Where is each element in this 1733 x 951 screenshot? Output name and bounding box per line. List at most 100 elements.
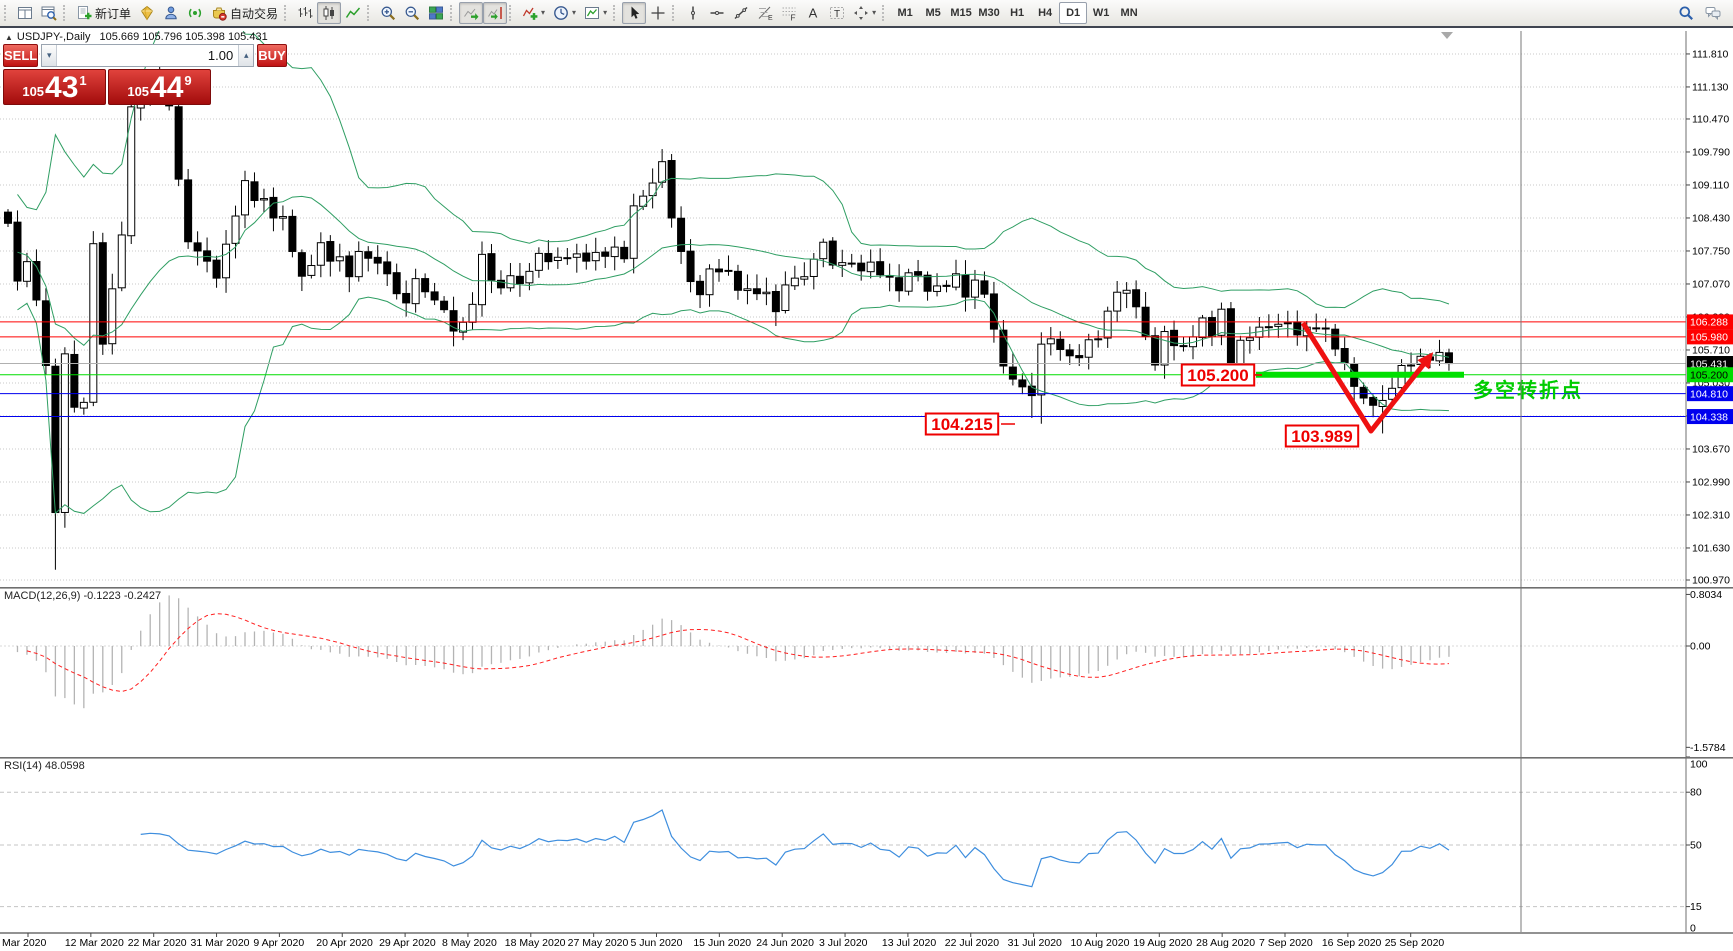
neworder-icon — [78, 6, 92, 20]
candle — [1236, 339, 1245, 367]
trendline-button[interactable] — [729, 2, 753, 24]
templates-button[interactable]: ▾ — [580, 2, 611, 24]
fibonacci-retracement-button[interactable]: E — [753, 2, 777, 24]
cursor-button[interactable] — [622, 2, 647, 24]
candle — [771, 291, 780, 313]
search-button[interactable] — [1674, 2, 1698, 24]
candle — [231, 215, 240, 244]
bar-chart-button[interactable] — [293, 2, 317, 24]
volume-increase-button[interactable]: ▴ — [238, 45, 254, 66]
horizontal-line-button[interactable] — [705, 2, 729, 24]
pane-separator[interactable] — [0, 587, 1733, 589]
dropdown-caret-icon[interactable]: ▾ — [872, 8, 877, 17]
candle — [677, 217, 686, 252]
signals-button[interactable] — [183, 2, 207, 24]
timeframe-m1-button[interactable]: M1 — [897, 7, 913, 19]
zoom-out-button[interactable] — [400, 2, 424, 24]
date-label: 8 May 2020 — [442, 937, 497, 949]
toolbar-group — [2, 0, 61, 26]
timeframe-d1-button[interactable]: D1 — [1059, 2, 1088, 24]
toolbar-grip[interactable] — [63, 5, 68, 21]
new-order-button[interactable]: 新订单 — [72, 2, 135, 24]
auto-scroll-button[interactable] — [459, 2, 484, 24]
timeframe-h1-button[interactable]: H1 — [1010, 7, 1025, 19]
chat-button[interactable] — [1701, 2, 1725, 24]
candle — [923, 274, 932, 292]
candle-icon — [323, 6, 335, 20]
indicators-button[interactable]: ▾ — [518, 2, 549, 24]
price-annotation-box[interactable] — [924, 412, 1000, 436]
rsi-scale-label: 50 — [1690, 840, 1702, 852]
candle — [468, 303, 477, 323]
sell-button[interactable]: SELL — [3, 44, 39, 67]
hline-icon — [710, 11, 724, 15]
candle — [1198, 317, 1207, 339]
rsi-pane — [0, 791, 1686, 908]
toolbar-grip[interactable] — [672, 5, 677, 21]
arrows-button[interactable]: ▾ — [849, 2, 880, 24]
rsi-label: RSI(14) 48.0598 — [4, 760, 85, 772]
date-label: 19 Aug 2020 — [1133, 937, 1192, 949]
timeframe-m5-button[interactable]: M5 — [925, 7, 941, 19]
timeframe-mn-button[interactable]: MN — [1120, 7, 1138, 19]
timeframe-h4-button[interactable]: H4 — [1038, 7, 1053, 19]
text-button[interactable]: A — [801, 2, 825, 24]
line-chart-button[interactable] — [341, 2, 365, 24]
toolbar-group — [611, 0, 670, 26]
candle — [1226, 308, 1235, 367]
zoom-in-button[interactable] — [376, 2, 400, 24]
tile-windows-button[interactable] — [424, 2, 448, 24]
chart-shift-button[interactable] — [483, 2, 508, 24]
candle — [989, 293, 998, 330]
dropdown-caret-icon[interactable]: ▾ — [603, 8, 608, 17]
autotrading-button[interactable]: 自动交易 — [207, 2, 282, 24]
time-axis[interactable]: Mar 2020 12 Mar 2020 22 Mar 2020 31 Mar 202… — [0, 932, 1733, 949]
chart-shift-marker-icon[interactable] — [1441, 32, 1453, 39]
toolbar-group — [365, 0, 448, 26]
price-annotation-box[interactable] — [1180, 363, 1256, 387]
candle — [696, 280, 705, 296]
toolbar-grip[interactable] — [450, 5, 455, 21]
buy-price-display[interactable]: 105 44 9 — [108, 69, 211, 105]
chat-icon — [1705, 7, 1721, 21]
crosshair-button[interactable] — [646, 2, 670, 24]
vertical-line-button[interactable] — [681, 2, 705, 24]
toolbar-grip[interactable] — [509, 5, 514, 21]
candle — [1113, 291, 1122, 312]
volume-input[interactable] — [57, 45, 239, 66]
charts-window-button[interactable] — [13, 2, 37, 24]
dropdown-caret-icon[interactable]: ▾ — [541, 8, 546, 17]
pane-separator[interactable] — [0, 757, 1733, 759]
candle — [733, 270, 742, 291]
volume-decrease-button[interactable]: ▾ — [42, 45, 58, 66]
toolbar-grip[interactable] — [4, 5, 9, 21]
toolbar-grip[interactable] — [367, 5, 372, 21]
fibonacci-expansion-button[interactable]: F — [777, 2, 801, 24]
timeframe-w1-button[interactable]: W1 — [1092, 7, 1110, 19]
price-axis[interactable]: 111.810 111.130 110.470 109.790 109.110 108.4… — [1685, 31, 1733, 935]
one-click-toggle-icon[interactable]: ▲ — [5, 33, 13, 42]
text-label-button[interactable]: T — [825, 2, 849, 24]
date-label: 10 Aug 2020 — [1070, 937, 1129, 949]
price-annotation-box[interactable] — [1284, 424, 1360, 448]
timeframe-m15-button[interactable]: M15 — [950, 7, 972, 19]
candlestick-chart-button[interactable] — [317, 2, 342, 24]
sell-price-display[interactable]: 105 43 1 — [3, 69, 106, 105]
market-button[interactable] — [135, 2, 159, 24]
toolbar-grip[interactable] — [284, 5, 289, 21]
candle — [904, 272, 913, 292]
trend-arrow[interactable] — [1300, 321, 1429, 434]
candle — [51, 365, 60, 514]
community-button[interactable] — [159, 2, 183, 24]
toolbar-grip[interactable] — [882, 5, 887, 21]
buy-button[interactable]: BUY — [257, 44, 287, 67]
dropdown-caret-icon[interactable]: ▾ — [572, 8, 577, 17]
timeframe-m30-button[interactable]: M30 — [978, 7, 1000, 19]
periods-button[interactable]: ▾ — [549, 2, 580, 24]
note-text[interactable]: 多空转折点 — [1473, 378, 1583, 402]
price-object-label-text: 105.980 — [1690, 332, 1728, 344]
toolbar-grip[interactable] — [613, 5, 618, 21]
data-window-button[interactable] — [37, 2, 61, 24]
